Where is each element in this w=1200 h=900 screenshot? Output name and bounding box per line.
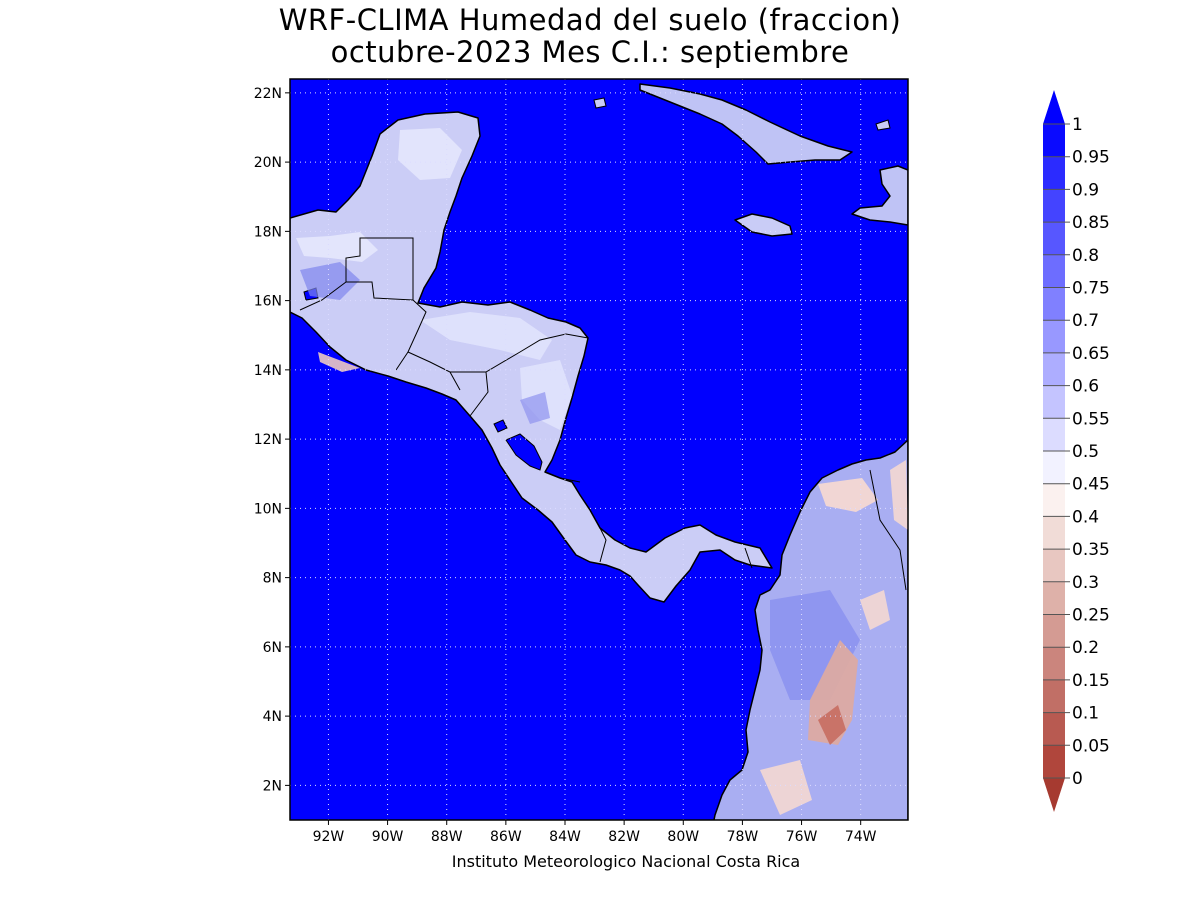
colorbar-label: 0 xyxy=(1072,769,1083,789)
moist-patch xyxy=(520,360,572,430)
lat-tick-label: 20N xyxy=(254,155,282,171)
dry-patch xyxy=(818,478,878,512)
colorbar-segment xyxy=(1043,385,1065,419)
lon-tick-label: 84W xyxy=(549,829,581,845)
lat-tick-label: 12N xyxy=(254,432,282,448)
wet-patch xyxy=(520,392,550,424)
colorbar-label: 0.75 xyxy=(1072,279,1110,299)
colorbar-label: 0.25 xyxy=(1072,606,1110,626)
latitude-axis: 22N 20N 18N 16N 14N 12N 10N 8N 6N 4N 2N xyxy=(254,86,290,794)
colorbar-label: 0.95 xyxy=(1072,148,1110,168)
colorbar-under-arrow xyxy=(1043,778,1065,812)
lon-tick-label: 78W xyxy=(727,829,759,845)
colorbar-label: 0.4 xyxy=(1072,507,1099,527)
map-area xyxy=(290,79,908,820)
map-title-line-1: WRF-CLIMA Humedad del suelo (fraccion) xyxy=(278,3,902,37)
moist-patch xyxy=(398,128,462,180)
colorbar-label: 0.35 xyxy=(1072,540,1110,560)
map-frame xyxy=(289,78,909,821)
colorbar-label: 0.45 xyxy=(1072,475,1110,495)
colorbar-over-arrow xyxy=(1043,90,1065,124)
land-jamaica xyxy=(734,213,793,237)
colorbar-segment xyxy=(1043,581,1065,616)
colorbar-segment xyxy=(1043,124,1065,158)
colorbar-label: 0.15 xyxy=(1072,671,1110,691)
dry-patch xyxy=(890,460,908,530)
colorbar-label: 0.6 xyxy=(1072,377,1099,397)
colorbar-segment xyxy=(1043,352,1065,387)
colorbar-label: 0.7 xyxy=(1072,311,1099,331)
colorbar-label: 0.85 xyxy=(1072,213,1110,233)
moist-patch xyxy=(420,312,552,360)
longitude-axis: 92W 90W 88W 86W 84W 82W 80W 78W 76W 74W xyxy=(313,820,877,845)
land-small-island xyxy=(875,119,891,131)
credit-text: Instituto Meteorologico Nacional Costa R… xyxy=(451,852,801,871)
dry-patch xyxy=(860,590,890,630)
lon-tick-label: 82W xyxy=(608,829,640,845)
colorbar-label: 0.2 xyxy=(1072,638,1099,658)
colorbar-label: 0.55 xyxy=(1072,409,1110,429)
colorbar-segment xyxy=(1043,549,1065,583)
colorbar-label: 0.5 xyxy=(1072,442,1099,462)
colorbar-label: 1 xyxy=(1072,115,1083,135)
land-isla-juventud xyxy=(593,97,607,109)
land-hispaniola xyxy=(851,165,908,226)
land-cuba xyxy=(639,83,853,165)
lon-tick-label: 88W xyxy=(431,829,463,845)
moist-patch xyxy=(296,232,378,262)
country-borders xyxy=(299,237,907,591)
colorbar-label: 0.8 xyxy=(1072,246,1099,266)
lat-tick-label: 22N xyxy=(254,86,282,102)
colorbar-segment xyxy=(1043,287,1065,321)
colorbar-segment xyxy=(1043,156,1065,190)
colorbar-segment xyxy=(1043,679,1065,714)
lat-tick-label: 10N xyxy=(254,501,282,517)
lon-tick-label: 92W xyxy=(313,829,345,845)
colorbar-segment xyxy=(1043,647,1065,681)
colorbar-segment xyxy=(1043,712,1065,746)
colorbar-segment xyxy=(1043,516,1065,550)
dry-patch xyxy=(818,705,846,745)
graticule xyxy=(290,79,908,820)
lat-tick-label: 4N xyxy=(263,709,282,725)
wet-patch xyxy=(300,262,360,300)
colorbar-label: 0.9 xyxy=(1072,180,1099,200)
colorbar: 1 0.95 0.9 0.85 0.8 0.75 0.7 0.65 0.6 0.55 0.5 0.45… xyxy=(1043,90,1110,812)
colorbar-segment xyxy=(1043,745,1065,779)
colorbar-segment xyxy=(1043,614,1065,648)
dry-patch xyxy=(760,760,812,815)
colorbar-segment xyxy=(1043,418,1065,452)
lon-tick-label: 80W xyxy=(667,829,699,845)
lat-tick-label: 8N xyxy=(263,571,282,587)
colorbar-label: 0.3 xyxy=(1072,573,1099,593)
lake-nicaragua xyxy=(505,433,543,471)
lat-tick-label: 16N xyxy=(254,294,282,310)
colorbar-label: 0.65 xyxy=(1072,344,1110,364)
colorbar-segment xyxy=(1043,254,1065,289)
lat-tick-label: 14N xyxy=(254,363,282,379)
lon-tick-label: 76W xyxy=(786,829,818,845)
lat-tick-label: 6N xyxy=(263,640,282,656)
lon-tick-label: 74W xyxy=(845,829,877,845)
map-title-line-2: octubre-2023 Mes C.I.: septiembre xyxy=(330,35,850,69)
colorbar-segment xyxy=(1043,189,1065,223)
dry-patch xyxy=(318,352,360,372)
lon-tick-label: 90W xyxy=(372,829,404,845)
colorbar-segment xyxy=(1043,320,1065,354)
lake-managua xyxy=(493,419,508,433)
colorbar-segment xyxy=(1043,483,1065,517)
lat-tick-label: 2N xyxy=(263,778,282,794)
colorbar-label: 0.05 xyxy=(1072,736,1110,756)
colorbar-label: 0.1 xyxy=(1072,704,1099,724)
lat-tick-label: 18N xyxy=(254,224,282,240)
colorbar-segment xyxy=(1043,451,1065,485)
colorbar-segment xyxy=(1043,222,1065,256)
lon-tick-label: 86W xyxy=(490,829,522,845)
